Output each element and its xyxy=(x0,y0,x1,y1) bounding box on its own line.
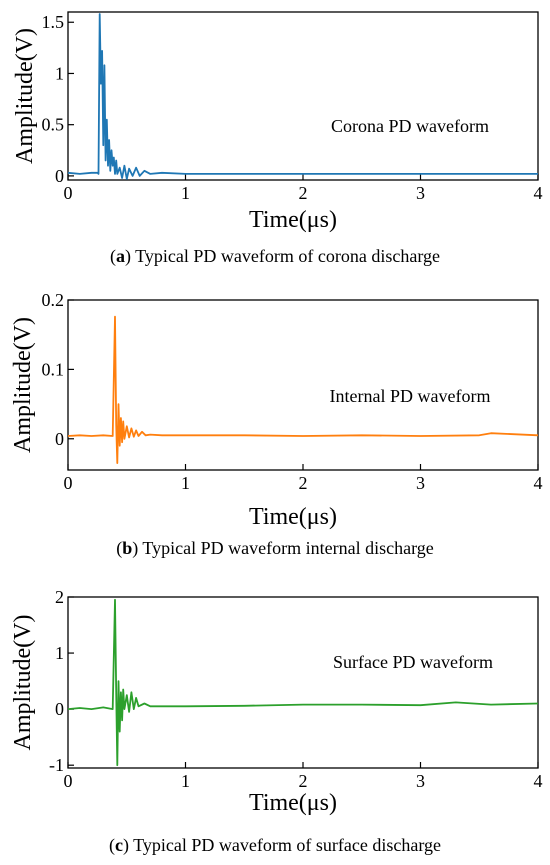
waveform-line xyxy=(67,315,539,464)
x-tick-label: 4 xyxy=(534,183,543,203)
y-tick-label: 1 xyxy=(55,63,64,83)
x-tick-label: 0 xyxy=(64,473,73,493)
figure-caption: (a) Typical PD waveform of corona discha… xyxy=(110,246,440,267)
x-tick-label: 4 xyxy=(534,771,543,791)
x-tick-label: 4 xyxy=(534,473,543,493)
y-tick-label: 0.2 xyxy=(42,290,65,310)
plot-frame xyxy=(67,11,539,181)
x-tick-label: 1 xyxy=(181,473,190,493)
waveform-annotation: Surface PD waveform xyxy=(333,652,493,672)
waveform-line xyxy=(67,13,538,180)
x-tick-label: 2 xyxy=(299,473,308,493)
x-tick-label: 3 xyxy=(416,771,425,791)
y-axis-label: Amplitude(V) xyxy=(12,28,38,164)
waveform-annotation: Corona PD waveform xyxy=(331,116,489,136)
figure-caption: (b) Typical PD waveform internal dischar… xyxy=(116,538,434,559)
y-tick-label: 2 xyxy=(55,587,64,607)
x-tick-label: 1 xyxy=(181,183,190,203)
x-tick-label: 3 xyxy=(416,473,425,493)
x-tick-label: 0 xyxy=(64,183,73,203)
chart-panel-b: 0 1 2 3 4 0 0.1 0.2 Internal PD waveform Time(μs)… xyxy=(10,290,543,559)
plot-frame xyxy=(67,596,539,769)
y-tick-label: 1 xyxy=(55,643,64,663)
x-axis-label: Time(μs) xyxy=(249,207,337,233)
waveform-annotation: Internal PD waveform xyxy=(330,386,491,406)
x-tick-label: 2 xyxy=(299,771,308,791)
x-tick-label: 2 xyxy=(299,183,308,203)
y-axis-label: Amplitude(V) xyxy=(10,317,36,453)
figure-caption: (c) Typical PD waveform of surface disch… xyxy=(109,835,441,856)
chart-panel-a: 0 1 2 3 4 0 0.5 1 1.5 Corona PD waveform Time(μs) A… xyxy=(12,11,543,267)
waveform-line xyxy=(67,598,539,767)
y-tick-label: 1.5 xyxy=(42,12,65,32)
y-tick-label: -1 xyxy=(49,755,64,775)
y-tick-label: 0.1 xyxy=(42,359,65,379)
x-tick-label: 0 xyxy=(64,771,73,791)
x-axis-label: Time(μs) xyxy=(249,790,337,816)
plot-frame xyxy=(67,299,539,471)
y-tick-label: 0 xyxy=(55,699,64,719)
x-tick-label: 1 xyxy=(181,771,190,791)
y-tick-label: 0 xyxy=(55,429,64,449)
x-tick-label: 3 xyxy=(416,183,425,203)
x-axis-label: Time(μs) xyxy=(249,504,337,530)
y-axis-label: Amplitude(V) xyxy=(10,615,36,751)
y-tick-label: 0.5 xyxy=(42,115,65,135)
y-tick-label: 0 xyxy=(55,166,64,186)
